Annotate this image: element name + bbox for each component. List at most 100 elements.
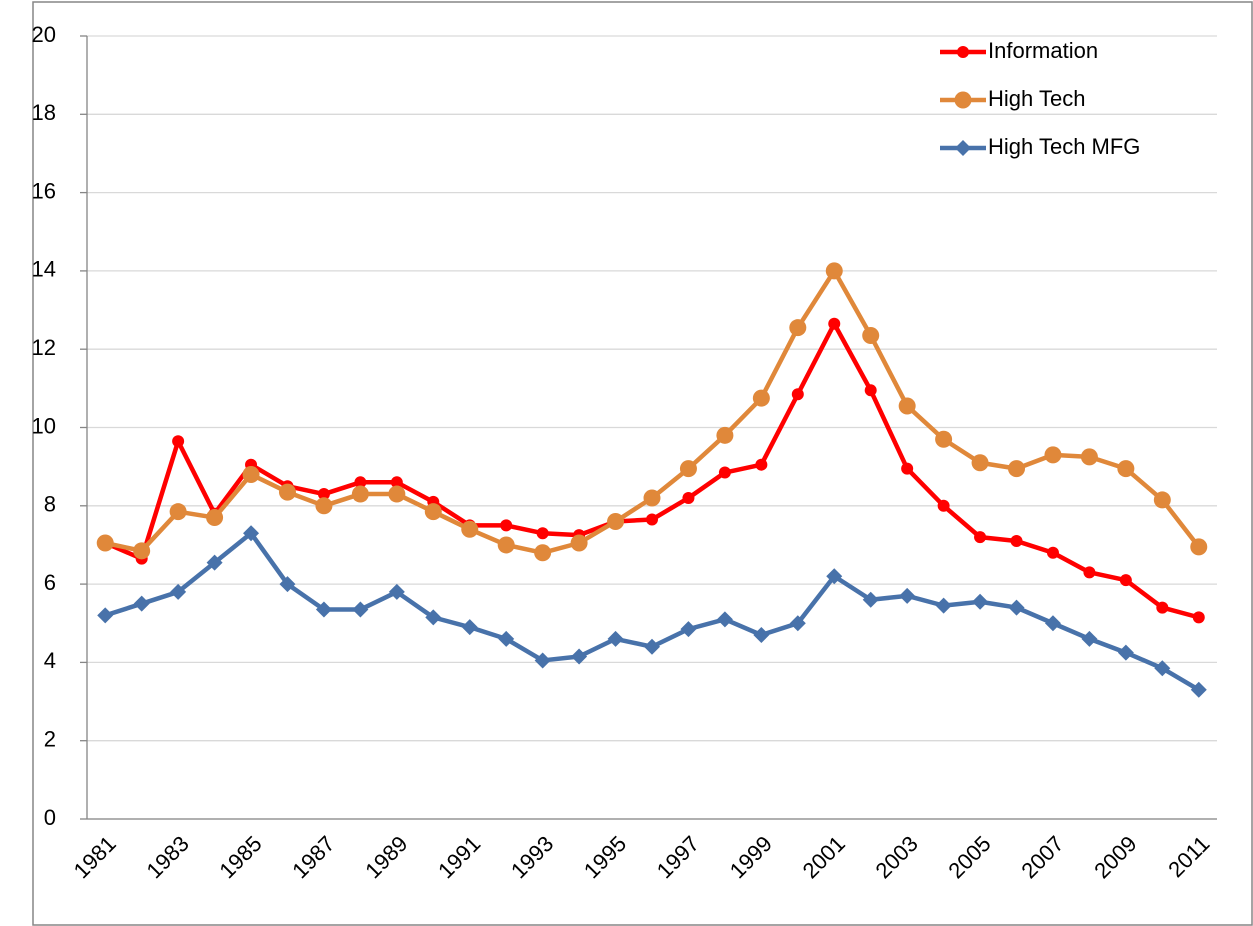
marker: [862, 326, 880, 344]
legend-label: High Tech MFG: [988, 134, 1140, 159]
y-tick-label: 14: [32, 257, 56, 282]
marker: [133, 595, 150, 612]
marker: [97, 607, 114, 624]
marker: [826, 568, 843, 585]
marker: [1119, 574, 1132, 587]
marker: [278, 483, 296, 501]
marker: [862, 591, 879, 608]
y-tick-label: 10: [32, 413, 56, 438]
marker: [752, 389, 770, 407]
marker: [955, 140, 971, 156]
marker: [534, 652, 551, 669]
marker: [935, 430, 953, 448]
marker: [315, 497, 333, 515]
marker: [206, 509, 224, 527]
marker: [828, 317, 841, 330]
marker: [957, 46, 969, 58]
marker: [206, 554, 223, 571]
marker: [607, 512, 625, 530]
marker: [1044, 446, 1062, 464]
y-tick-label: 8: [44, 492, 56, 517]
marker: [1046, 546, 1059, 559]
marker: [388, 583, 405, 600]
y-tick-label: 4: [44, 648, 56, 673]
marker: [170, 583, 187, 600]
marker: [825, 262, 843, 280]
marker: [390, 476, 403, 489]
marker: [716, 426, 734, 444]
legend-label: High Tech: [988, 86, 1085, 111]
marker: [133, 542, 151, 560]
y-tick-label: 18: [32, 100, 56, 125]
marker: [679, 460, 697, 478]
marker: [937, 499, 950, 512]
marker: [1080, 448, 1098, 466]
marker: [791, 388, 804, 401]
marker: [461, 520, 479, 538]
marker: [1190, 681, 1207, 698]
marker: [644, 638, 660, 655]
y-tick-label: 12: [32, 335, 56, 360]
marker: [1192, 611, 1205, 624]
marker: [954, 91, 972, 109]
marker: [498, 630, 515, 647]
marker: [169, 503, 187, 521]
marker: [935, 597, 952, 614]
marker: [789, 615, 806, 632]
y-tick-label: 20: [32, 22, 56, 47]
legend-item: High Tech: [940, 86, 1085, 111]
marker: [864, 384, 877, 397]
marker: [971, 454, 989, 472]
marker: [755, 458, 768, 471]
marker: [718, 466, 731, 479]
marker: [242, 465, 260, 483]
marker: [972, 593, 989, 610]
marker: [607, 630, 624, 647]
marker: [1008, 599, 1025, 616]
marker: [1154, 660, 1171, 677]
marker: [279, 576, 296, 593]
marker: [1117, 460, 1135, 478]
marker: [899, 587, 916, 604]
marker: [1083, 566, 1096, 579]
marker: [643, 489, 661, 507]
y-tick-label: 2: [44, 727, 56, 752]
marker: [497, 536, 515, 554]
marker: [682, 491, 695, 504]
marker: [974, 531, 987, 544]
marker: [1190, 538, 1208, 556]
chart-frame: [32, 1, 1253, 926]
legend-item: Information: [940, 38, 1098, 63]
marker: [352, 601, 369, 618]
marker: [354, 476, 367, 489]
marker: [1081, 630, 1098, 647]
legend-item: High Tech MFG: [940, 134, 1140, 159]
y-tick-label: 16: [32, 178, 56, 203]
y-tick-label: 0: [44, 805, 56, 830]
marker: [753, 626, 770, 643]
marker: [315, 601, 332, 618]
marker: [500, 519, 513, 532]
marker: [716, 611, 733, 628]
marker: [1156, 601, 1169, 614]
marker: [534, 544, 552, 562]
marker: [570, 534, 588, 552]
legend-label: Information: [988, 38, 1098, 63]
marker: [1117, 644, 1134, 661]
marker: [317, 488, 330, 501]
marker: [789, 319, 807, 337]
marker: [172, 435, 185, 448]
marker: [571, 648, 588, 665]
marker: [424, 503, 442, 521]
y-tick-label: 6: [44, 570, 56, 595]
marker: [351, 485, 369, 503]
marker: [536, 527, 549, 540]
marker: [1010, 535, 1023, 548]
marker: [461, 619, 478, 636]
marker: [1008, 460, 1026, 478]
marker: [425, 609, 442, 626]
marker: [898, 397, 916, 415]
marker: [680, 621, 697, 638]
